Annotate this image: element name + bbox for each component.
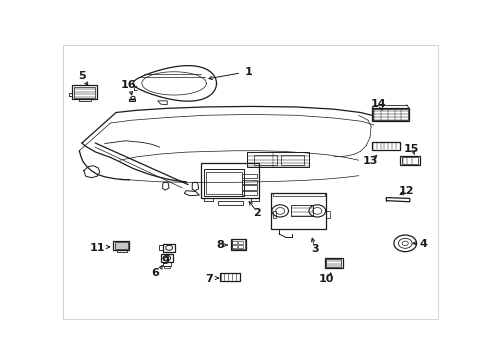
Bar xyxy=(272,211,276,218)
Text: 3: 3 xyxy=(310,244,318,254)
Bar xyxy=(254,155,277,165)
Bar xyxy=(325,259,341,267)
Bar xyxy=(273,193,324,196)
Bar xyxy=(163,244,175,252)
Text: 2: 2 xyxy=(253,208,261,218)
Bar xyxy=(232,245,237,248)
Bar xyxy=(230,239,245,250)
Text: 9: 9 xyxy=(161,256,169,266)
Bar xyxy=(250,198,259,201)
Bar xyxy=(128,99,135,102)
Bar xyxy=(232,240,237,244)
Bar xyxy=(79,99,91,101)
Text: 6: 6 xyxy=(151,268,159,278)
Bar xyxy=(400,156,419,165)
Bar xyxy=(218,201,243,205)
Bar xyxy=(164,266,169,268)
Text: 15: 15 xyxy=(403,144,419,153)
Text: 12: 12 xyxy=(397,186,413,196)
Bar xyxy=(326,211,329,218)
Bar xyxy=(117,250,126,252)
Bar xyxy=(371,108,408,121)
Text: 11: 11 xyxy=(89,243,104,253)
Text: 16: 16 xyxy=(121,80,136,90)
Bar xyxy=(74,87,95,98)
Bar xyxy=(371,141,400,150)
Text: 10: 10 xyxy=(318,274,333,284)
Bar xyxy=(113,241,129,250)
Bar xyxy=(242,191,256,195)
Text: 1: 1 xyxy=(244,67,252,77)
Bar xyxy=(324,258,342,268)
Bar xyxy=(114,242,128,249)
Bar xyxy=(373,109,407,120)
Text: 4: 4 xyxy=(418,239,426,249)
Bar xyxy=(163,262,171,266)
Bar xyxy=(246,152,309,167)
Text: 5: 5 xyxy=(78,72,85,81)
Bar xyxy=(290,205,312,216)
Text: 8: 8 xyxy=(216,240,224,250)
Bar xyxy=(242,174,256,179)
Bar xyxy=(242,180,256,184)
Bar xyxy=(238,245,243,248)
Text: 14: 14 xyxy=(370,99,386,109)
Bar xyxy=(204,198,212,201)
Bar xyxy=(238,240,243,244)
Bar xyxy=(206,172,242,194)
Bar xyxy=(231,239,244,249)
Bar xyxy=(200,163,259,198)
Bar xyxy=(159,245,163,250)
Text: 7: 7 xyxy=(204,274,212,284)
Bar xyxy=(401,157,418,163)
Bar xyxy=(72,85,97,99)
Bar xyxy=(161,254,173,262)
Bar xyxy=(280,155,303,165)
Bar xyxy=(242,185,256,190)
Bar xyxy=(271,193,326,229)
Bar xyxy=(219,273,240,281)
Bar xyxy=(204,169,244,195)
Text: 13: 13 xyxy=(362,156,377,166)
